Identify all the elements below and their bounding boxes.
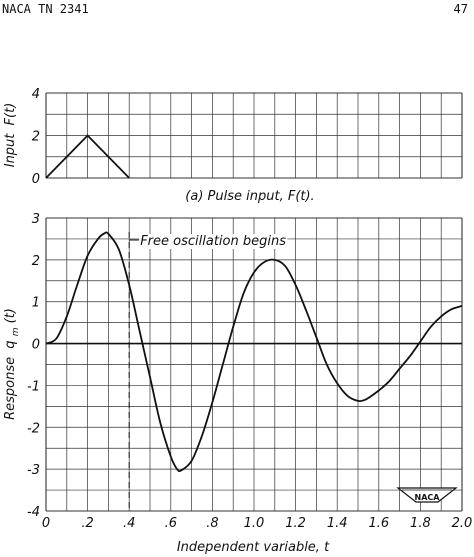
top-y-label-main: Input	[3, 133, 18, 168]
bottom-x-tick-label: .8	[206, 516, 218, 531]
top-panel-grid	[45, 92, 463, 179]
bottom-panel-grid	[45, 217, 463, 512]
bottom-y-tick-label: -1	[27, 379, 40, 394]
top-y-tick-label: 4	[32, 87, 40, 102]
annotation-text: Free oscillation begins	[140, 234, 286, 249]
bottom-y-tick-label: -4	[27, 505, 40, 520]
bottom-x-tick-label: 2.0	[452, 516, 473, 531]
bottom-x-tick-label: .4	[123, 516, 135, 531]
bottom-x-tick-label: 0	[42, 516, 50, 531]
top-y-tick-label: 2	[32, 130, 40, 145]
top-y-tick-label: 0	[32, 172, 40, 187]
bottom-x-tick-label: .2	[81, 516, 93, 531]
bottom-x-tick-label: .6	[165, 516, 177, 531]
bottom-y-tick-label: 2	[32, 254, 40, 269]
naca-logo: NACA	[396, 487, 458, 503]
top-y-label-symbol: F(t)	[3, 103, 18, 126]
bottom-series-line	[45, 231, 463, 473]
bottom-y-label-symbol: q	[3, 340, 18, 348]
bottom-x-tick-label: 1.6	[368, 516, 389, 531]
document-header-left: NACA TN 2341	[2, 2, 89, 16]
bottom-x-tick-label: 1.4	[327, 516, 348, 531]
top-panel-plot: 0 2 4 Input F(t) (a) Pulse input, F(t).	[3, 87, 463, 204]
top-panel-y-ticks: 0 2 4	[32, 87, 40, 187]
page-number: 47	[453, 2, 468, 16]
bottom-x-tick-label: 1.0	[244, 516, 265, 531]
bottom-panel-series	[45, 231, 463, 473]
bottom-x-tick-label: 1.2	[285, 516, 306, 531]
annotation-background	[139, 234, 288, 249]
bottom-y-label-argument: (t)	[3, 308, 18, 323]
bottom-y-tick-label: 1	[32, 296, 40, 311]
bottom-panel-x-axis-label: Independent variable, t	[177, 540, 330, 555]
top-panel-y-axis-label: Input F(t)	[3, 103, 18, 168]
bottom-panel-y-ticks: 3 2 1 0 -1 -2 -3 -4	[27, 212, 40, 520]
naca-logo-text: NACA	[415, 493, 441, 502]
top-panel-caption: (a) Pulse input, F(t).	[185, 189, 314, 204]
naca-logo-wing	[396, 487, 458, 503]
bottom-y-label-subscript: m	[11, 327, 21, 336]
top-series-line	[45, 134, 130, 179]
bottom-panel-x-ticks: 0 .2 .4 .6 .8 1.0 1.2 1.4 1.6 1.8 2.0	[42, 516, 472, 531]
free-oscillation-annotation: Free oscillation begins	[128, 232, 288, 511]
bottom-y-label-main: Response	[3, 357, 18, 420]
bottom-y-tick-label: -3	[27, 463, 40, 478]
top-panel-series	[45, 134, 130, 179]
bottom-y-tick-label: 3	[32, 212, 40, 227]
bottom-y-tick-label: 0	[32, 338, 40, 353]
bottom-panel-plot: 3 2 1 0 -1 -2 -3 -4 0 .2 .4 .6 .8 1.0 1.2 1.4 1.6 1.8 2.0…	[3, 212, 472, 555]
bottom-x-tick-label: 1.8	[410, 516, 431, 531]
bottom-y-tick-label: -2	[27, 421, 40, 436]
bottom-panel-y-axis-label: Response q m (t)	[3, 308, 22, 420]
